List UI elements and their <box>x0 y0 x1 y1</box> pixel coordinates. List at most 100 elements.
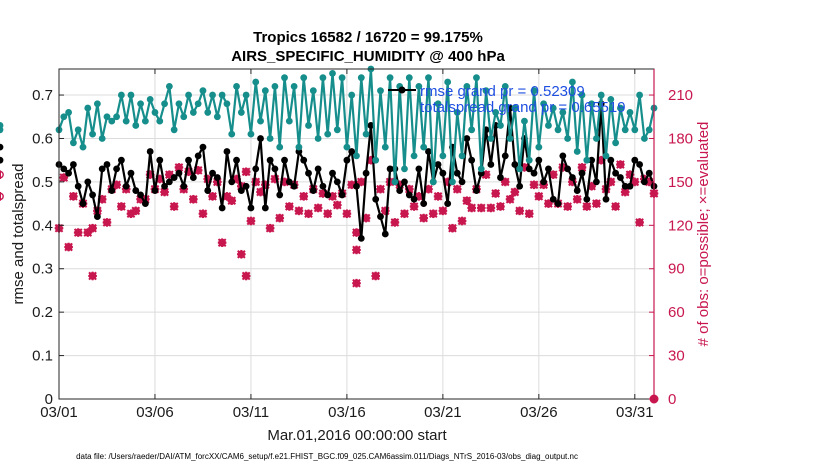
rmse-point <box>468 156 476 164</box>
totalspread-point <box>372 156 380 164</box>
rmse-point <box>329 169 336 177</box>
x-tick-label: 03/11 <box>233 404 269 421</box>
x-axis-label: Mar.01,2016 00:00:00 start <box>267 427 447 444</box>
rmse-point <box>237 187 245 194</box>
y-tick-label: 0.4 <box>32 217 53 234</box>
totalspread-point <box>415 82 423 90</box>
x-tick-label: 03/31 <box>616 404 654 421</box>
chart-title-line-1: Tropics 16582 / 16720 = 99.175% <box>253 29 483 46</box>
rmse-point <box>497 174 504 181</box>
obs-evaluated-point <box>592 199 601 208</box>
obs-possible-point <box>352 246 361 254</box>
totalspread-point <box>425 74 432 82</box>
totalspread-point <box>98 135 106 142</box>
totalspread-point <box>506 135 514 142</box>
totalspread-point <box>233 82 240 90</box>
totalspread-point <box>429 178 437 186</box>
obs-evaluated-point <box>217 238 227 248</box>
totalspread-point <box>285 117 293 125</box>
totalspread-point <box>535 143 543 151</box>
totalspread-point <box>151 109 159 116</box>
rmse-point <box>309 187 317 194</box>
data-series <box>0 65 659 404</box>
obs-evaluated-point <box>563 202 572 211</box>
totalspread-point <box>333 126 341 134</box>
obs-evaluated-point <box>294 206 304 216</box>
rmse-point <box>362 169 370 177</box>
totalspread-point <box>103 113 111 121</box>
rmse-point <box>434 161 442 168</box>
obs-evaluated-point <box>611 202 620 211</box>
rmse-point <box>607 156 615 164</box>
obs-possible-point <box>0 170 4 179</box>
rmse-point <box>65 169 72 177</box>
rmse-point <box>573 187 581 194</box>
obs-evaluated-point <box>534 192 544 201</box>
totalspread-point <box>0 122 4 129</box>
totalspread-point <box>357 74 365 82</box>
obs-evaluated-point <box>582 202 592 211</box>
obs-evaluated-point <box>275 213 285 223</box>
rmse-point <box>141 200 149 208</box>
totalspread-point <box>228 130 236 138</box>
totalspread-point <box>492 109 500 116</box>
y-tick-label: 0.2 <box>32 304 53 321</box>
totalspread-point <box>161 100 168 108</box>
obs-evaluated-point <box>433 192 443 201</box>
rmse-point <box>0 143 4 151</box>
totalspread-point <box>338 74 346 82</box>
rmse-point <box>281 156 288 164</box>
right-y-tick-label: 210 <box>668 87 693 104</box>
totalspread-point <box>497 122 504 129</box>
rmse-point <box>218 204 226 212</box>
obs-evaluated-point <box>189 194 198 204</box>
rmse-point <box>525 165 533 173</box>
totalspread-point <box>381 143 389 151</box>
rmse-point <box>372 195 380 203</box>
rmse-point <box>247 204 255 212</box>
totalspread-point <box>607 95 615 103</box>
obs-evaluated-point <box>131 206 141 216</box>
totalspread-point <box>530 87 538 95</box>
rmse-point <box>127 169 135 177</box>
totalspread-point <box>468 126 476 134</box>
totalspread-point <box>65 109 72 116</box>
obs-evaluated-point <box>160 187 169 197</box>
rmse-point <box>593 178 600 186</box>
totalspread-point <box>276 143 284 151</box>
totalspread-point <box>521 117 528 125</box>
rmse-point <box>396 187 404 194</box>
totalspread-point <box>209 91 216 99</box>
totalspread-point <box>564 135 572 142</box>
totalspread-point <box>444 78 452 86</box>
right-y-tick-label: 30 <box>668 348 685 365</box>
totalspread-point <box>434 100 442 108</box>
rmse-point <box>415 165 423 173</box>
totalspread-point <box>569 78 576 86</box>
rmse-point <box>175 169 183 177</box>
totalspread-point <box>223 100 231 108</box>
rmse-point <box>170 174 178 181</box>
totalspread-point <box>141 117 149 125</box>
rmse-point <box>405 191 413 199</box>
totalspread-point <box>242 91 250 99</box>
rmse-point <box>410 195 418 203</box>
y-tick-label: 0.5 <box>32 174 53 191</box>
rmse-point <box>122 182 130 190</box>
totalspread-point <box>69 139 77 147</box>
obs-evaluated-point <box>462 196 472 206</box>
obs-evaluated-point <box>409 202 419 211</box>
totalspread-point <box>146 95 154 103</box>
rmse-point <box>113 165 120 173</box>
obs-possible-point <box>88 272 97 280</box>
totalspread-point <box>156 117 164 125</box>
y-tick-label: 0 <box>45 391 53 408</box>
totalspread-point <box>175 100 183 108</box>
totalspread-point <box>477 165 485 173</box>
obs-evaluated-point <box>371 271 381 281</box>
rmse-point <box>223 148 231 155</box>
totalspread-point <box>559 109 567 116</box>
rmse-point <box>137 191 144 199</box>
rmse-point <box>386 165 394 173</box>
obs-evaluated-point <box>452 184 462 194</box>
